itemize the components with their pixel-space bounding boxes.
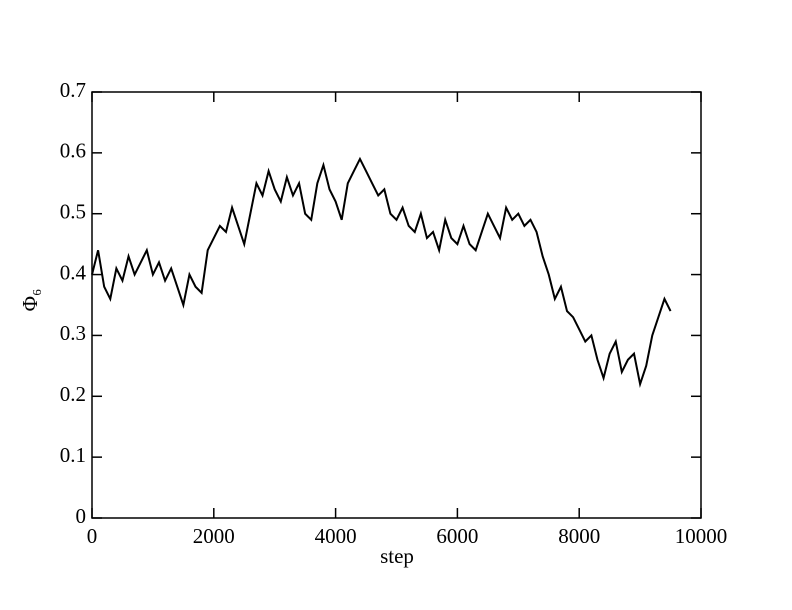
y-tick-label: 0.3 [60,321,86,345]
x-tick-label: 8000 [558,524,600,548]
y-axis-label: Φ₆ [18,289,42,312]
y-tick-label: 0.5 [60,200,86,224]
data-line [91,156,672,388]
x-tick-label: 6000 [436,524,478,548]
y-tick-label: 0.1 [60,443,86,467]
x-tick-label: 4000 [315,524,357,548]
y-tick-label: 0.7 [60,78,86,102]
y-tick-label: 0.2 [60,382,86,406]
x-tick-label: 10000 [675,524,728,548]
x-tick-label: 0 [87,524,98,548]
x-tick-label: 2000 [193,524,235,548]
y-tick-label: 0.4 [60,260,87,284]
y-tick-label: 0.6 [60,139,86,163]
x-axis-label: step [380,544,414,568]
y-tick-label: 0 [76,504,87,528]
plot-frame [91,91,702,519]
